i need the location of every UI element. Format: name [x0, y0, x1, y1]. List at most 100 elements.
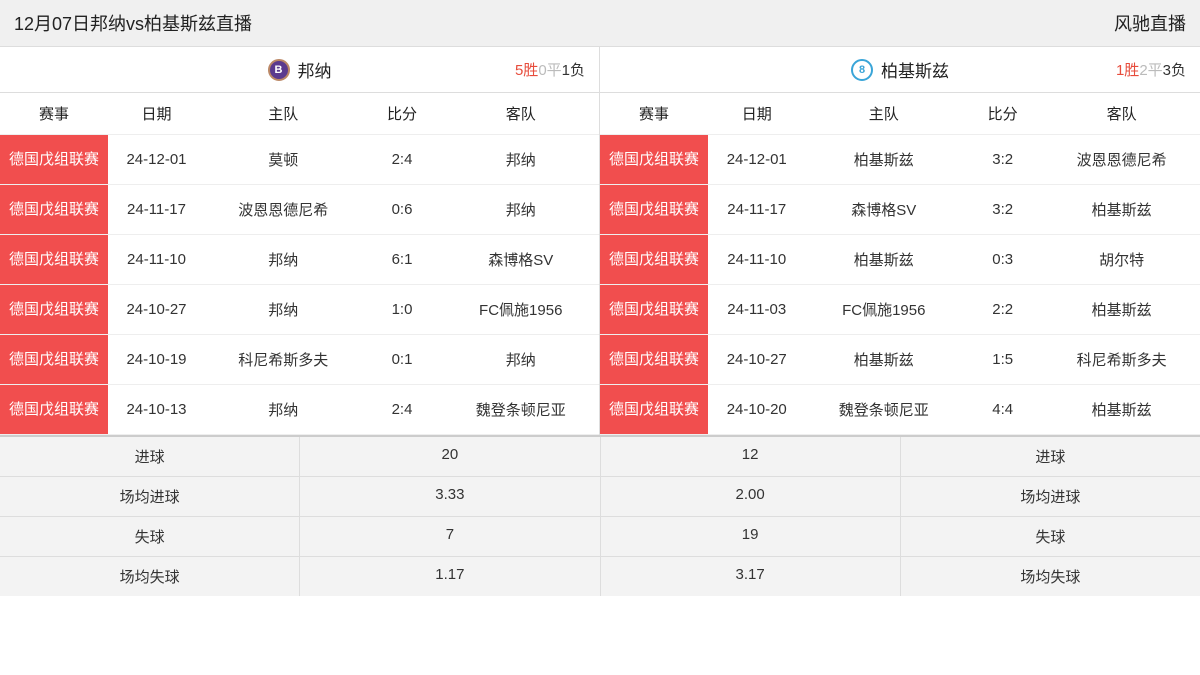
stat-label: 场均失球 — [901, 557, 1200, 596]
competition-cell: 德国戊组联赛 — [600, 385, 708, 435]
away-cell: 胡尔特 — [1043, 235, 1200, 285]
away-cell: 柏基斯兹 — [1043, 185, 1200, 235]
score-cell: 2:4 — [362, 385, 443, 435]
stat-label: 失球 — [0, 517, 300, 556]
left-wins: 5胜 — [515, 62, 538, 79]
competition-cell: 德国戊组联赛 — [600, 135, 708, 185]
home-cell: 科尼希斯多夫 — [205, 335, 361, 385]
col-competition: 赛事 — [600, 93, 708, 135]
competition-cell: 德国戊组联赛 — [0, 335, 108, 385]
stats-row-avg-conceded: 场均失球 1.17 3.17 场均失球 — [0, 556, 1200, 596]
competition-cell: 德国戊组联赛 — [0, 135, 108, 185]
left-team-name: 邦纳 — [298, 57, 332, 82]
stat-right-value: 2.00 — [601, 477, 901, 516]
right-panel: 8 柏基斯兹 1胜2平3负 赛事 日期 主队 比分 客队 德国戊组联赛24-12… — [600, 47, 1200, 435]
right-team-badge-icon: 8 — [851, 59, 873, 81]
brand-label: 风驰直播 — [1114, 10, 1186, 36]
col-home: 主队 — [205, 93, 361, 135]
right-record: 1胜2平3负 — [1116, 59, 1186, 80]
table-header-row: 赛事 日期 主队 比分 客队 — [0, 93, 599, 135]
home-cell: 邦纳 — [205, 235, 361, 285]
away-cell: 森博格SV — [442, 235, 599, 285]
home-cell: 柏基斯兹 — [805, 135, 962, 185]
left-panel: B 邦纳 5胜0平1负 赛事 日期 主队 比分 客队 德国戊组联赛24-12-0… — [0, 47, 600, 435]
table-row[interactable]: 德国戊组联赛24-10-20魏登条顿尼亚4:4柏基斯兹 — [600, 385, 1200, 435]
left-losses: 1负 — [562, 62, 585, 79]
score-cell: 3:2 — [962, 135, 1043, 185]
competition-cell: 德国戊组联赛 — [600, 185, 708, 235]
table-row[interactable]: 德国戊组联赛24-11-17波恩恩德尼希0:6邦纳 — [0, 185, 599, 235]
home-cell: FC佩施1956 — [805, 285, 962, 335]
home-cell: 波恩恩德尼希 — [205, 185, 361, 235]
table-row[interactable]: 德国戊组联赛24-10-13邦纳2:4魏登条顿尼亚 — [0, 385, 599, 435]
stat-label: 场均失球 — [0, 557, 300, 596]
stat-label: 场均进球 — [0, 477, 300, 516]
home-cell: 邦纳 — [205, 285, 361, 335]
table-row[interactable]: 德国戊组联赛24-10-27柏基斯兹1:5科尼希斯多夫 — [600, 335, 1200, 385]
away-cell: FC佩施1956 — [442, 285, 599, 335]
stats-row-avg-goals: 场均进球 3.33 2.00 场均进球 — [0, 476, 1200, 516]
home-cell: 莫顿 — [205, 135, 361, 185]
away-cell: 邦纳 — [442, 185, 599, 235]
main-content: B 邦纳 5胜0平1负 赛事 日期 主队 比分 客队 德国戊组联赛24-12-0… — [0, 47, 1200, 435]
away-cell: 邦纳 — [442, 135, 599, 185]
away-cell: 波恩恩德尼希 — [1043, 135, 1200, 185]
left-matches-table: 赛事 日期 主队 比分 客队 德国戊组联赛24-12-01莫顿2:4邦纳德国戊组… — [0, 93, 599, 435]
col-date: 日期 — [708, 93, 805, 135]
table-row[interactable]: 德国戊组联赛24-11-03FC佩施19562:2柏基斯兹 — [600, 285, 1200, 335]
table-row[interactable]: 德国戊组联赛24-12-01莫顿2:4邦纳 — [0, 135, 599, 185]
stat-left-value: 7 — [300, 517, 600, 556]
date-cell: 24-11-10 — [108, 235, 205, 285]
score-cell: 0:6 — [362, 185, 443, 235]
col-score: 比分 — [962, 93, 1043, 135]
date-cell: 24-10-19 — [108, 335, 205, 385]
score-cell: 1:0 — [362, 285, 443, 335]
stat-label: 进球 — [901, 437, 1200, 476]
table-row[interactable]: 德国戊组联赛24-10-27邦纳1:0FC佩施1956 — [0, 285, 599, 335]
competition-cell: 德国戊组联赛 — [600, 335, 708, 385]
score-cell: 1:5 — [962, 335, 1043, 385]
table-row[interactable]: 德国戊组联赛24-10-19科尼希斯多夫0:1邦纳 — [0, 335, 599, 385]
table-row[interactable]: 德国戊组联赛24-11-10邦纳6:1森博格SV — [0, 235, 599, 285]
stats-row-goals: 进球 20 12 进球 — [0, 435, 1200, 476]
col-away: 客队 — [442, 93, 599, 135]
date-cell: 24-10-27 — [108, 285, 205, 335]
col-competition: 赛事 — [0, 93, 108, 135]
home-cell: 邦纳 — [205, 385, 361, 435]
left-record: 5胜0平1负 — [515, 59, 585, 80]
date-cell: 24-11-17 — [708, 185, 805, 235]
date-cell: 24-12-01 — [108, 135, 205, 185]
right-losses: 3负 — [1163, 62, 1186, 79]
stat-label: 进球 — [0, 437, 300, 476]
page-header: 12月07日邦纳vs柏基斯兹直播 风驰直播 — [0, 0, 1200, 47]
table-row[interactable]: 德国戊组联赛24-11-17森博格SV3:2柏基斯兹 — [600, 185, 1200, 235]
stats-footer: 进球 20 12 进球 场均进球 3.33 2.00 场均进球 失球 7 19 … — [0, 435, 1200, 596]
right-team-header: 8 柏基斯兹 1胜2平3负 — [600, 47, 1200, 93]
table-row[interactable]: 德国戊组联赛24-12-01柏基斯兹3:2波恩恩德尼希 — [600, 135, 1200, 185]
date-cell: 24-11-17 — [108, 185, 205, 235]
left-team-badge-icon: B — [268, 59, 290, 81]
col-away: 客队 — [1043, 93, 1200, 135]
date-cell: 24-10-20 — [708, 385, 805, 435]
competition-cell: 德国戊组联赛 — [0, 235, 108, 285]
home-cell: 柏基斯兹 — [805, 235, 962, 285]
competition-cell: 德国戊组联赛 — [0, 285, 108, 335]
competition-cell: 德国戊组联赛 — [0, 385, 108, 435]
right-draws: 2平 — [1139, 62, 1162, 79]
left-team-header: B 邦纳 5胜0平1负 — [0, 47, 599, 93]
right-matches-table: 赛事 日期 主队 比分 客队 德国戊组联赛24-12-01柏基斯兹3:2波恩恩德… — [600, 93, 1200, 435]
table-row[interactable]: 德国戊组联赛24-11-10柏基斯兹0:3胡尔特 — [600, 235, 1200, 285]
date-cell: 24-10-27 — [708, 335, 805, 385]
score-cell: 2:4 — [362, 135, 443, 185]
right-team-name: 柏基斯兹 — [881, 57, 949, 82]
away-cell: 科尼希斯多夫 — [1043, 335, 1200, 385]
home-cell: 森博格SV — [805, 185, 962, 235]
score-cell: 0:3 — [962, 235, 1043, 285]
stat-label: 失球 — [901, 517, 1200, 556]
date-cell: 24-11-10 — [708, 235, 805, 285]
score-cell: 0:1 — [362, 335, 443, 385]
competition-cell: 德国戊组联赛 — [0, 185, 108, 235]
away-cell: 柏基斯兹 — [1043, 285, 1200, 335]
away-cell: 柏基斯兹 — [1043, 385, 1200, 435]
score-cell: 6:1 — [362, 235, 443, 285]
